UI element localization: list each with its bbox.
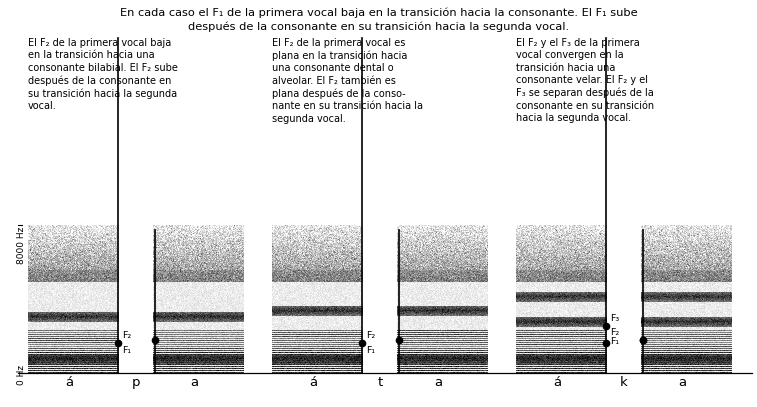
Text: El F₂ de la primera vocal es
plana en la transición hacia
una consonante dental : El F₂ de la primera vocal es plana en la… [272,38,423,124]
Text: En cada caso el F₁ de la primera vocal baja en la transición hacia la consonante: En cada caso el F₁ de la primera vocal b… [120,8,637,18]
Text: a: a [434,376,442,389]
Text: a: a [190,376,198,389]
Text: p: p [132,376,140,389]
Text: F₂: F₂ [122,331,131,340]
Text: F₂: F₂ [366,331,375,340]
Text: El F₂ y el F₃ de la primera
vocal convergen en la
transición hacia una
consonant: El F₂ y el F₃ de la primera vocal conver… [516,38,654,123]
Text: F₁: F₁ [122,346,131,355]
Text: a: a [678,376,686,389]
Text: El F₂ de la primera vocal baja
en la transición hacia una
consonante bilabial. E: El F₂ de la primera vocal baja en la tra… [28,38,178,111]
Text: F₁: F₁ [610,337,619,346]
Text: F₂: F₂ [610,328,619,337]
Text: á: á [65,376,73,389]
Text: F₁: F₁ [366,346,375,355]
Text: á: á [553,376,561,389]
Text: 0 Hz: 0 Hz [17,365,26,385]
Text: F₃: F₃ [610,314,619,323]
Text: 8000 Hz: 8000 Hz [17,227,26,265]
Text: k: k [620,376,628,389]
Text: á: á [309,376,317,389]
Text: después de la consonante en su transición hacia la segunda vocal.: después de la consonante en su transició… [188,22,569,33]
Text: t: t [378,376,382,389]
